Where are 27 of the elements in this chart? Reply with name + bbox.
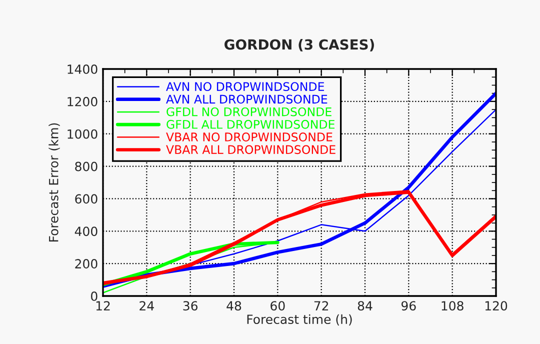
x-tick-label: 36	[183, 301, 198, 311]
x-tick-label: 108	[442, 301, 464, 311]
legend-label: VBAR ALL DROPWINDSONDE	[166, 145, 336, 154]
x-tick-label: 120	[485, 301, 508, 311]
x-tick-label: 96	[402, 301, 416, 311]
y-tick-label: 800	[75, 162, 98, 172]
legend-label: GFDL ALL DROPWINDSONDE	[166, 120, 334, 129]
y-tick-label: 1000	[68, 129, 98, 139]
x-tick-label: 48	[226, 301, 242, 311]
x-tick-label: 12	[96, 301, 110, 310]
y-tick-label: 1200	[68, 96, 98, 106]
legend-label: VBAR NO DROPWINDSONDE	[166, 132, 332, 142]
y-tick-label: 0	[91, 291, 98, 301]
x-tick-label: 84	[358, 301, 372, 311]
y-tick-label: 400	[74, 226, 98, 236]
x-tick-label: 24	[140, 301, 154, 310]
x-tick-label: 60	[270, 301, 285, 311]
y-tick-label: 1400	[68, 64, 98, 74]
legend-label: AVN ALL DROPWINDSONDE	[166, 94, 328, 104]
legend-label: AVN NO DROPWINDSONDE	[166, 82, 324, 92]
x-axis-title: Forecast time (h)	[247, 314, 352, 326]
legend-label: GFDL NO DROPWINDSONDE	[166, 107, 332, 116]
chart-title: GORDON (3 CASES)	[224, 39, 374, 52]
y-tick-label: 200	[75, 259, 98, 268]
x-tick-label: 72	[314, 301, 328, 310]
y-tick-label: 600	[75, 194, 98, 204]
y-axis-title: Forecast Error (km)	[48, 123, 60, 242]
